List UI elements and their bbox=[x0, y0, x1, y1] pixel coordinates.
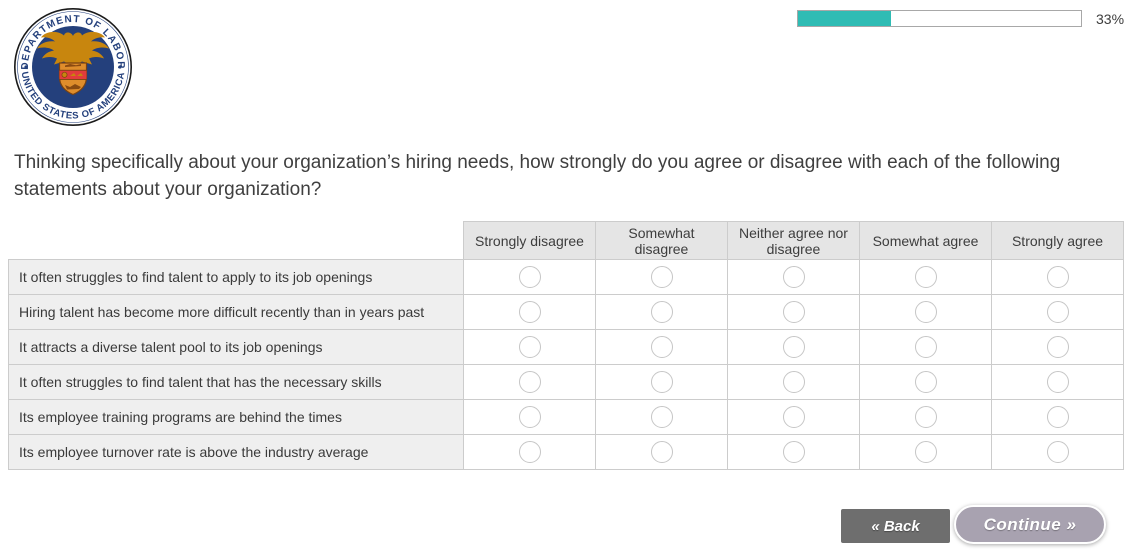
radio-option-row3-col5[interactable] bbox=[1046, 336, 1069, 358]
radio-option-row5-col2[interactable] bbox=[650, 406, 673, 428]
radio-option-row6-col5[interactable] bbox=[1046, 441, 1069, 463]
matrix-cell bbox=[463, 329, 596, 365]
matrix-container: Strongly disagree Somewhat disagree Neithe… bbox=[8, 221, 1124, 470]
matrix-corner-cell bbox=[9, 222, 464, 260]
radio-option-row5-col5[interactable] bbox=[1046, 406, 1069, 428]
matrix-row: It often struggles to find talent to app… bbox=[8, 259, 1124, 295]
matrix-row: Its employee training programs are behin… bbox=[8, 399, 1124, 435]
matrix-cell bbox=[859, 294, 992, 330]
radio-option-row4-col4[interactable] bbox=[914, 371, 937, 393]
matrix-cell bbox=[463, 434, 596, 470]
radio-option-row6-col4[interactable] bbox=[914, 441, 937, 463]
matrix-row-label: It attracts a diverse talent pool to its… bbox=[8, 329, 464, 365]
matrix-row-label: Hiring talent has become more difficult … bbox=[8, 294, 464, 330]
matrix-cell bbox=[727, 329, 860, 365]
matrix-column-header: Strongly agree bbox=[991, 221, 1124, 260]
matrix-cell bbox=[991, 259, 1124, 295]
radio-option-row5-col1[interactable] bbox=[518, 406, 541, 428]
radio-option-row3-col2[interactable] bbox=[650, 336, 673, 358]
matrix-row: Its employee turnover rate is above the … bbox=[8, 434, 1124, 470]
progress-bar bbox=[797, 10, 1082, 27]
matrix-cell bbox=[463, 294, 596, 330]
radio-option-row3-col4[interactable] bbox=[914, 336, 937, 358]
matrix-cell bbox=[595, 364, 728, 400]
radio-option-row4-col1[interactable] bbox=[518, 371, 541, 393]
matrix-column-header: Strongly disagree bbox=[463, 221, 596, 260]
continue-button[interactable]: Continue » bbox=[954, 505, 1106, 544]
question-text: Thinking specifically about your organiz… bbox=[14, 152, 1061, 200]
matrix-row-label: It often struggles to find talent that h… bbox=[8, 364, 464, 400]
matrix-cell bbox=[595, 259, 728, 295]
radio-option-row4-col2[interactable] bbox=[650, 371, 673, 393]
agreement-matrix: Strongly disagree Somewhat disagree Neithe… bbox=[8, 221, 1124, 470]
matrix-row: It attracts a diverse talent pool to its… bbox=[8, 329, 1124, 365]
matrix-column-header: Neither agree nor disagree bbox=[727, 221, 860, 260]
matrix-header: Strongly disagree Somewhat disagree Neithe… bbox=[9, 221, 1124, 260]
radio-option-row6-col1[interactable] bbox=[518, 441, 541, 463]
matrix-row-label: It often struggles to find talent to app… bbox=[8, 259, 464, 295]
radio-option-row1-col2[interactable] bbox=[650, 266, 673, 288]
matrix-cell bbox=[727, 364, 860, 400]
matrix-cell bbox=[991, 364, 1124, 400]
radio-option-row2-col2[interactable] bbox=[650, 301, 673, 323]
matrix-cell bbox=[859, 259, 992, 295]
radio-option-row2-col4[interactable] bbox=[914, 301, 937, 323]
matrix-cell bbox=[595, 329, 728, 365]
matrix-cell bbox=[727, 294, 860, 330]
radio-option-row2-col3[interactable] bbox=[782, 301, 805, 323]
matrix-row: Hiring talent has become more difficult … bbox=[8, 294, 1124, 330]
radio-option-row1-col4[interactable] bbox=[914, 266, 937, 288]
matrix-cell bbox=[859, 399, 992, 435]
matrix-cell bbox=[595, 399, 728, 435]
radio-option-row2-col5[interactable] bbox=[1046, 301, 1069, 323]
matrix-cell bbox=[595, 434, 728, 470]
dol-seal-logo: DEPARTMENT OF LABOR UNITED STATES OF AME… bbox=[13, 7, 133, 129]
matrix-cell bbox=[991, 434, 1124, 470]
radio-option-row3-col1[interactable] bbox=[518, 336, 541, 358]
matrix-cell bbox=[727, 434, 860, 470]
back-button[interactable]: « Back bbox=[841, 509, 950, 543]
dol-seal-icon: DEPARTMENT OF LABOR UNITED STATES OF AME… bbox=[13, 7, 133, 127]
radio-option-row5-col4[interactable] bbox=[914, 406, 937, 428]
matrix-cell bbox=[727, 259, 860, 295]
radio-option-row1-col5[interactable] bbox=[1046, 266, 1069, 288]
matrix-cell bbox=[859, 434, 992, 470]
matrix-cell bbox=[595, 294, 728, 330]
matrix-cell bbox=[859, 364, 992, 400]
matrix-cell bbox=[463, 399, 596, 435]
matrix-row-label: Its employee turnover rate is above the … bbox=[8, 434, 464, 470]
matrix-cell bbox=[727, 399, 860, 435]
radio-option-row6-col2[interactable] bbox=[650, 441, 673, 463]
radio-option-row3-col3[interactable] bbox=[782, 336, 805, 358]
radio-option-row1-col3[interactable] bbox=[782, 266, 805, 288]
matrix-row: It often struggles to find talent that h… bbox=[8, 364, 1124, 400]
matrix-column-header: Somewhat agree bbox=[859, 221, 992, 260]
matrix-cell bbox=[991, 399, 1124, 435]
progress-fill bbox=[798, 11, 892, 26]
radio-option-row5-col3[interactable] bbox=[782, 406, 805, 428]
matrix-cell bbox=[991, 294, 1124, 330]
seal-eagle-icon bbox=[37, 31, 109, 67]
radio-option-row6-col3[interactable] bbox=[782, 441, 805, 463]
radio-option-row4-col5[interactable] bbox=[1046, 371, 1069, 393]
matrix-body: It often struggles to find talent to app… bbox=[8, 259, 1124, 470]
matrix-row-label: Its employee training programs are behin… bbox=[8, 399, 464, 435]
matrix-cell bbox=[463, 259, 596, 295]
progress-percent-label: 33% bbox=[1096, 11, 1125, 27]
radio-option-row1-col1[interactable] bbox=[518, 266, 541, 288]
matrix-cell bbox=[991, 329, 1124, 365]
matrix-cell bbox=[859, 329, 992, 365]
radio-option-row2-col1[interactable] bbox=[518, 301, 541, 323]
matrix-column-header: Somewhat disagree bbox=[595, 221, 728, 260]
radio-option-row4-col3[interactable] bbox=[782, 371, 805, 393]
matrix-cell bbox=[463, 364, 596, 400]
